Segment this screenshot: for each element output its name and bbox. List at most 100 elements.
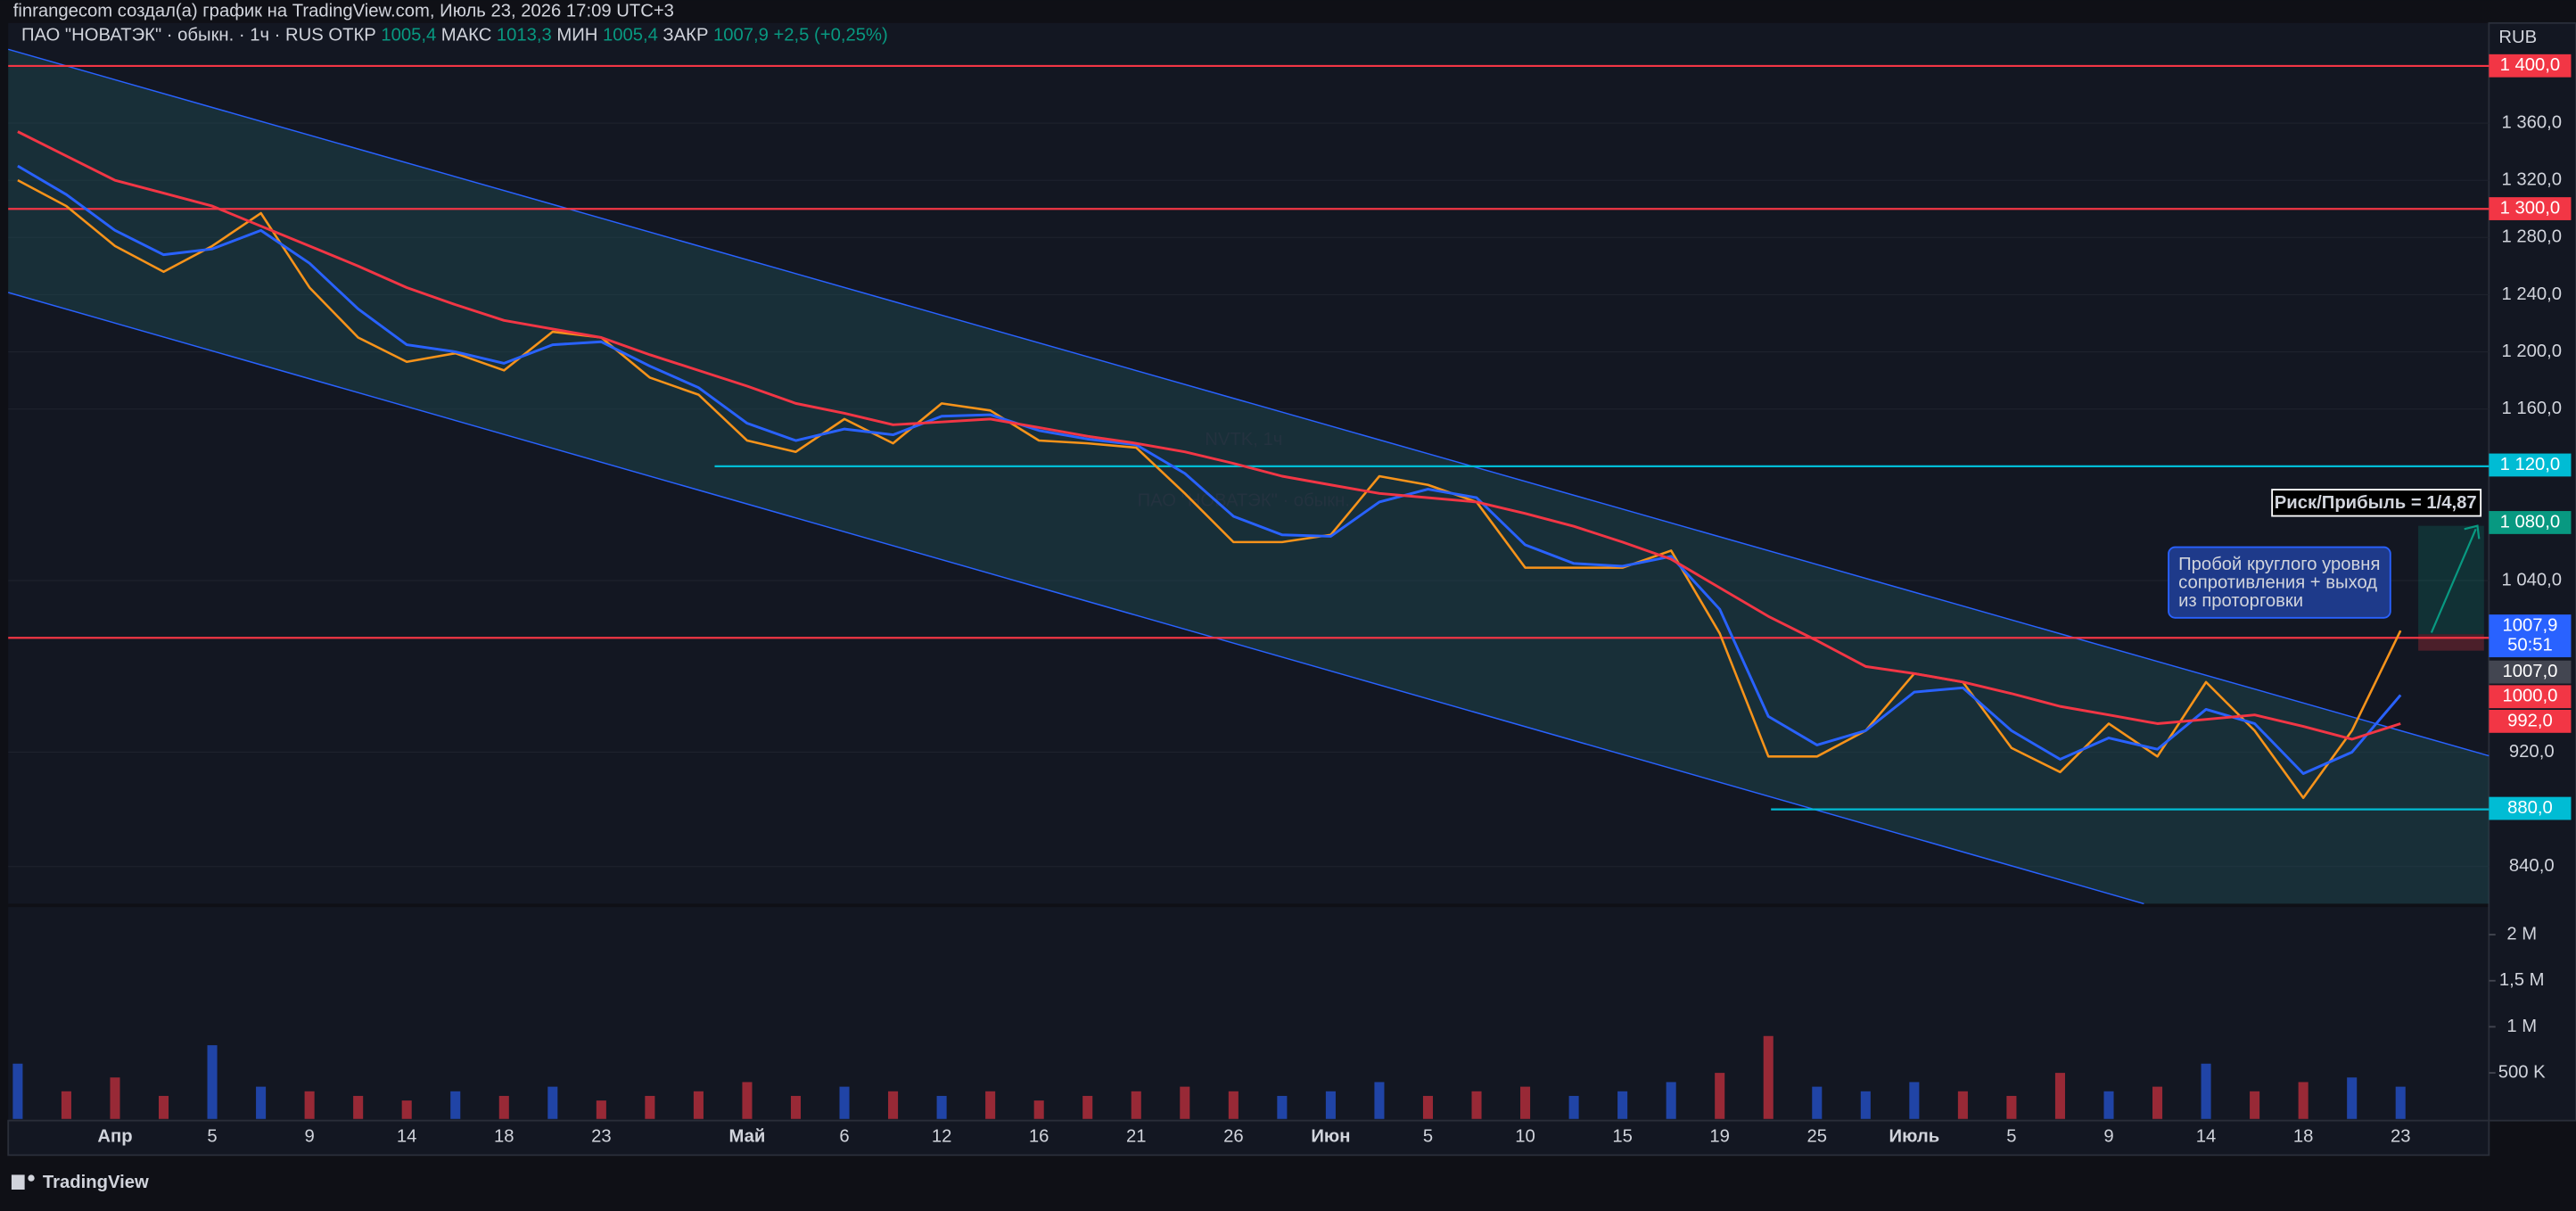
x-tick-label: 12 (932, 1126, 952, 1146)
watermark-ticker: NVTK, 1ч (1205, 430, 1282, 449)
y-tick-label: 920,0 (2509, 742, 2555, 762)
note-line: сопротивления + выход (2178, 573, 2377, 592)
x-tick-label: 14 (2196, 1126, 2217, 1146)
price-badge (2489, 685, 2572, 709)
channel-fill (8, 49, 2490, 904)
volume-bar (888, 1091, 899, 1119)
volume-bar (498, 1095, 509, 1119)
x-tick-label: 21 (1126, 1126, 1147, 1146)
x-tick-label: 15 (1612, 1126, 1633, 1146)
volume-bar (256, 1086, 267, 1119)
price-badge-label: 1007,9 (2502, 615, 2557, 635)
target-zone (2418, 525, 2484, 635)
volume-bar (1082, 1095, 1093, 1119)
y-tick-label: 1 200,0 (2501, 342, 2562, 361)
x-tick-label: 16 (1029, 1126, 1049, 1146)
volume-bar (1812, 1086, 1823, 1119)
arrow-head (2464, 524, 2481, 540)
volume-bar (645, 1095, 655, 1119)
volume-bar (1520, 1086, 1531, 1119)
x-tick-label: 5 (207, 1126, 217, 1146)
legend-text: ПАО "НОВАТЭК" · обыкн. · 1ч · RUS ОТКР 100… (21, 26, 888, 45)
price-badge-label: 1 080,0 (2500, 512, 2561, 531)
price-badge (2489, 453, 2572, 477)
y-tick-label: 1 160,0 (2501, 399, 2562, 418)
channel-lower (8, 292, 2144, 905)
legend-key: ЗАКР (663, 26, 708, 45)
price-badge (2489, 197, 2572, 220)
volume-bar (304, 1091, 315, 1119)
price-badge-label: 992,0 (2507, 711, 2553, 730)
volume-bar (12, 1063, 23, 1119)
price-line (17, 164, 2402, 775)
volume-bar (1374, 1082, 1385, 1119)
legend-key: МАКС (441, 26, 492, 45)
target-arrow (2430, 528, 2477, 633)
x-tick-label: Май (729, 1126, 766, 1146)
x-tick-label: Июль (1889, 1126, 1940, 1146)
price-badge (2489, 54, 2572, 78)
price-badge (2489, 614, 2572, 658)
volume-bar (2006, 1095, 2017, 1119)
risk-reward: Риск/Прибыль = 1/4,87 (2275, 493, 2477, 513)
volume-bar (2347, 1077, 2358, 1119)
volume-bar (1131, 1091, 1141, 1119)
volume-bar (1228, 1091, 1239, 1119)
volume-bar (401, 1100, 412, 1119)
volume-bar (1666, 1082, 1676, 1119)
price-line (17, 179, 2402, 800)
legend-symbol: ПАО "НОВАТЭК" · обыкн. · 1ч · RUS (21, 26, 324, 45)
volume-bar (985, 1091, 996, 1119)
legend-change: +2,5 (+0,25%) (773, 26, 887, 45)
volume-bar (1617, 1091, 1628, 1119)
legend-value: 1013,3 (497, 26, 552, 45)
volume-bar (693, 1091, 704, 1119)
volume-bar (1325, 1091, 1336, 1119)
brand: TradingView (43, 1173, 149, 1192)
x-tick-label: 5 (1423, 1126, 1433, 1146)
x-tick-label: 19 (1709, 1126, 1730, 1146)
volume-tick-label: 2 M (2506, 924, 2537, 943)
x-tick-label: 10 (1515, 1126, 1535, 1146)
price-badge-label: 1007,0 (2502, 662, 2557, 681)
header-text: finrangecom создал(а) график на TradingV… (13, 1, 674, 21)
logo-dot (28, 1174, 35, 1182)
watermark-name: ПАО "НОВАТЭК" · обыкн. (1138, 490, 1350, 510)
volume-bar (1277, 1095, 1288, 1119)
y-tick-label: 1 280,0 (2501, 227, 2562, 247)
volume-bar (2152, 1086, 2163, 1119)
logo-mark (11, 1174, 25, 1190)
volume-bar (936, 1095, 947, 1119)
brand-logo: TradingView (11, 1173, 149, 1192)
x-tick-label: 23 (591, 1126, 612, 1146)
volume-bar (110, 1077, 120, 1119)
risk-reward-box (2271, 489, 2482, 517)
y-tick-label: 1 320,0 (2501, 170, 2562, 190)
volume-bar (2201, 1063, 2211, 1119)
volume-bar (790, 1095, 802, 1119)
volume-bar (1568, 1095, 1579, 1119)
volume-pane (8, 907, 2490, 1121)
y-tick-label: 1 240,0 (2501, 284, 2562, 304)
y-tick-label: 1 360,0 (2501, 112, 2562, 132)
volume-bar (596, 1100, 606, 1119)
time-axis (7, 1119, 2490, 1157)
volume-tick-label: 500 K (2498, 1062, 2546, 1082)
legend-key: ОТКР (328, 26, 375, 45)
currency: RUB (2498, 28, 2537, 47)
volume-bar (158, 1095, 169, 1119)
y-tick-label: 840,0 (2509, 856, 2555, 876)
volume-bar (547, 1086, 558, 1119)
x-tick-label: Апр (97, 1126, 132, 1146)
volume-tick-label: 1 M (2506, 1017, 2537, 1036)
price-badge (2489, 660, 2572, 684)
x-tick-label: 6 (839, 1126, 849, 1146)
volume-bar (2103, 1091, 2114, 1119)
note-box (2168, 546, 2391, 619)
x-tick-label: Июн (1311, 1126, 1350, 1146)
volume-bar (1422, 1095, 1434, 1119)
x-tick-label: 9 (304, 1126, 314, 1146)
volume-bar (2395, 1086, 2406, 1119)
volume-bar (1471, 1091, 1482, 1119)
